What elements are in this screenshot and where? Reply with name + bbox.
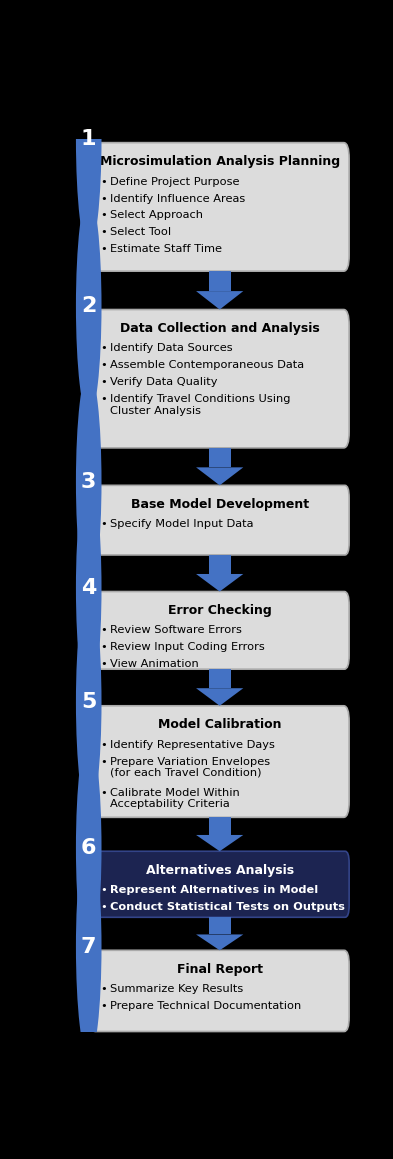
Polygon shape bbox=[209, 817, 231, 834]
Text: Select Approach: Select Approach bbox=[110, 211, 203, 220]
Text: Base Model Development: Base Model Development bbox=[130, 498, 309, 511]
FancyBboxPatch shape bbox=[90, 851, 349, 917]
Polygon shape bbox=[209, 271, 231, 291]
Text: Identify Data Sources: Identify Data Sources bbox=[110, 343, 233, 353]
Text: Assemble Contemporaneous Data: Assemble Contemporaneous Data bbox=[110, 360, 304, 371]
Polygon shape bbox=[196, 467, 243, 486]
Text: 5: 5 bbox=[81, 692, 96, 712]
Text: Identify Representative Days: Identify Representative Days bbox=[110, 739, 275, 750]
Polygon shape bbox=[196, 291, 243, 309]
Text: Calibrate Model Within
Acceptability Criteria: Calibrate Model Within Acceptability Cri… bbox=[110, 788, 240, 809]
Text: Error Checking: Error Checking bbox=[168, 604, 272, 617]
Polygon shape bbox=[196, 834, 243, 851]
Text: Final Report: Final Report bbox=[177, 963, 263, 976]
Polygon shape bbox=[209, 917, 231, 934]
Text: •: • bbox=[101, 642, 107, 653]
Polygon shape bbox=[209, 669, 231, 688]
Text: Review Software Errors: Review Software Errors bbox=[110, 626, 242, 635]
Text: 1: 1 bbox=[81, 129, 96, 150]
Text: •: • bbox=[101, 245, 107, 254]
Text: •: • bbox=[101, 902, 107, 912]
Polygon shape bbox=[196, 934, 243, 950]
Text: •: • bbox=[101, 227, 107, 238]
Ellipse shape bbox=[76, 478, 101, 699]
Ellipse shape bbox=[76, 371, 101, 592]
Text: Review Input Coding Errors: Review Input Coding Errors bbox=[110, 642, 265, 653]
Text: •: • bbox=[101, 659, 107, 670]
Text: •: • bbox=[101, 757, 107, 766]
Text: 6: 6 bbox=[81, 838, 96, 858]
Text: Alternatives Analysis: Alternatives Analysis bbox=[146, 863, 294, 876]
Text: •: • bbox=[101, 343, 107, 353]
Text: Identify Travel Conditions Using
Cluster Analysis: Identify Travel Conditions Using Cluster… bbox=[110, 394, 290, 416]
Ellipse shape bbox=[76, 836, 101, 1057]
Text: Specify Model Input Data: Specify Model Input Data bbox=[110, 519, 253, 530]
Polygon shape bbox=[196, 688, 243, 706]
Text: •: • bbox=[101, 1001, 107, 1011]
Text: •: • bbox=[101, 194, 107, 204]
Text: •: • bbox=[101, 519, 107, 530]
FancyBboxPatch shape bbox=[90, 486, 349, 555]
FancyBboxPatch shape bbox=[90, 143, 349, 271]
FancyBboxPatch shape bbox=[90, 591, 349, 669]
Text: Prepare Variation Envelopes
(for each Travel Condition): Prepare Variation Envelopes (for each Tr… bbox=[110, 757, 270, 778]
Text: Data Collection and Analysis: Data Collection and Analysis bbox=[120, 322, 320, 335]
Text: •: • bbox=[101, 394, 107, 404]
Ellipse shape bbox=[76, 196, 101, 416]
Ellipse shape bbox=[76, 591, 101, 812]
Text: •: • bbox=[101, 360, 107, 371]
FancyBboxPatch shape bbox=[90, 950, 349, 1032]
Text: •: • bbox=[101, 626, 107, 635]
Text: Estimate Staff Time: Estimate Staff Time bbox=[110, 245, 222, 254]
Text: Identify Influence Areas: Identify Influence Areas bbox=[110, 194, 245, 204]
Text: 7: 7 bbox=[81, 936, 96, 956]
Text: Summarize Key Results: Summarize Key Results bbox=[110, 984, 243, 994]
Text: •: • bbox=[101, 378, 107, 387]
Polygon shape bbox=[209, 555, 231, 574]
Ellipse shape bbox=[76, 737, 101, 958]
Text: •: • bbox=[101, 739, 107, 750]
Ellipse shape bbox=[76, 29, 101, 249]
Text: •: • bbox=[101, 984, 107, 994]
Polygon shape bbox=[196, 574, 243, 591]
FancyBboxPatch shape bbox=[90, 706, 349, 817]
FancyBboxPatch shape bbox=[90, 309, 349, 447]
Text: Microsimulation Analysis Planning: Microsimulation Analysis Planning bbox=[99, 155, 340, 168]
Text: Verify Data Quality: Verify Data Quality bbox=[110, 378, 218, 387]
Text: Conduct Statistical Tests on Outputs: Conduct Statistical Tests on Outputs bbox=[110, 902, 345, 912]
Text: •: • bbox=[101, 211, 107, 220]
Text: 3: 3 bbox=[81, 472, 96, 491]
Text: 2: 2 bbox=[81, 296, 96, 316]
Text: Define Project Purpose: Define Project Purpose bbox=[110, 176, 240, 187]
Text: Prepare Technical Documentation: Prepare Technical Documentation bbox=[110, 1001, 301, 1011]
Text: •: • bbox=[101, 788, 107, 797]
Text: Represent Alternatives in Model: Represent Alternatives in Model bbox=[110, 885, 318, 895]
Text: •: • bbox=[101, 885, 107, 895]
Text: View Animation: View Animation bbox=[110, 659, 199, 670]
Text: Model Calibration: Model Calibration bbox=[158, 719, 281, 731]
Text: •: • bbox=[101, 176, 107, 187]
Text: 4: 4 bbox=[81, 578, 96, 598]
Text: Select Tool: Select Tool bbox=[110, 227, 171, 238]
Polygon shape bbox=[209, 447, 231, 467]
